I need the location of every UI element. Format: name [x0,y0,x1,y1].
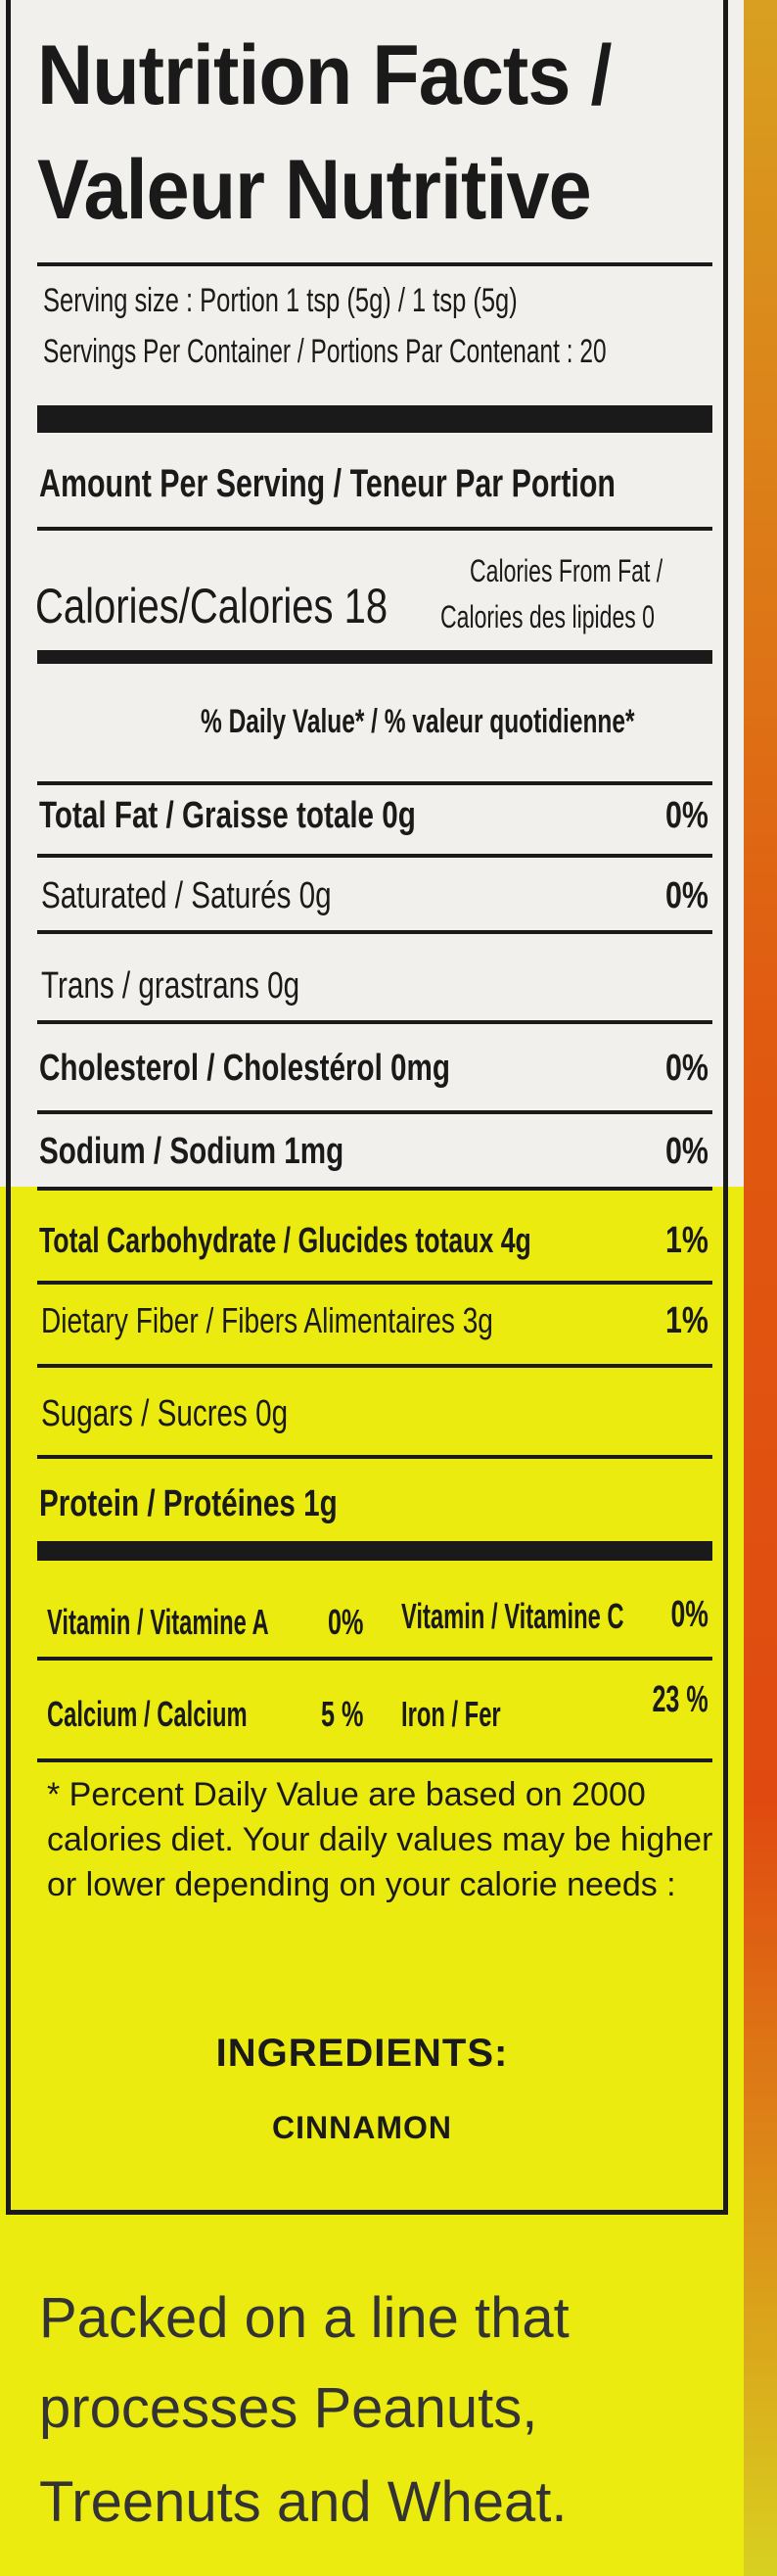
divider [37,1364,712,1368]
iron-pct: 23 % [652,1679,708,1720]
label-white-section [0,0,744,1187]
nutrient-total-fat-pct: 0% [665,795,708,836]
nutrient-total-fat: Total Fat / Graisse totale 0g [39,795,416,836]
vitamin-c-pct: 0% [670,1594,708,1635]
vitamin-a-label: Vitamin / Vitamine A [47,1602,269,1642]
servings-per-container: Servings Per Container / Portions Par Co… [43,333,607,370]
divider [37,854,712,858]
daily-value-footnote: * Percent Daily Value are based on 2000 … [47,1776,713,1903]
nutrient-total-carbohydrate: Total Carbohydrate / Glucides totaux 4g [39,1220,531,1260]
vitamin-c-label: Vitamin / Vitamine C [401,1596,624,1636]
divider [37,1110,712,1114]
divider [37,1657,712,1661]
nutrient-sugars: Sugars / Sucres 0g [41,1393,289,1434]
title-french: Valeur Nutritive [37,143,592,237]
thick-divider [37,650,712,664]
nutrient-protein: Protein / Protéines 1g [39,1483,338,1524]
divider [37,930,712,934]
nutrient-dietary-fiber-pct: 1% [665,1300,708,1341]
allergen-line-1: Packed on a line that [39,2286,570,2350]
title-english: Nutrition Facts / [37,28,612,122]
divider [37,1281,712,1285]
allergen-line-3: Treenuts and Wheat. [39,2470,568,2534]
calcium-pct: 5 % [321,1694,364,1734]
amount-per-serving: Amount Per Serving / Teneur Par Portion [39,462,616,505]
divider [37,1758,712,1762]
iron-label: Iron / Fer [401,1694,501,1734]
nutrient-saturated: Saturated / Saturés 0g [41,875,332,916]
calories-from-fat: Calories From Fat / [470,553,663,588]
nutrient-saturated-pct: 0% [665,875,708,916]
ingredients-title: INGREDIENTS: [215,2032,509,2075]
package-background [738,0,777,2576]
divider [37,1455,712,1459]
divider [37,262,712,266]
nutrient-dietary-fiber: Dietary Fiber / Fibers Alimentaires 3g [41,1300,493,1340]
nutrient-sodium-pct: 0% [665,1131,708,1172]
divider [37,527,712,531]
divider [37,1187,712,1191]
label-yellow-section [0,1187,744,2576]
vitamin-a-pct: 0% [328,1602,364,1642]
nutrition-facts-panel [6,0,728,2215]
nutrient-sodium: Sodium / Sodium 1mg [39,1131,344,1172]
calories: Calories/Calories 18 [35,579,388,633]
calories-from-fat-fr: Calories des lipides 0 [440,599,655,634]
thick-divider [37,405,712,433]
nutrient-total-carbohydrate-pct: 1% [665,1220,708,1261]
divider [37,1020,712,1024]
serving-size: Serving size : Portion 1 tsp (5g) / 1 ts… [43,282,518,319]
allergen-line-2: processes Peanuts, [39,2376,538,2440]
ingredients-list: CINNAMON [272,2110,452,2145]
nutrient-cholesterol: Cholesterol / Cholestérol 0mg [39,1048,450,1089]
divider [37,781,712,785]
calcium-label: Calcium / Calcium [47,1694,248,1734]
thick-divider [37,1541,712,1561]
nutrient-cholesterol-pct: 0% [665,1048,708,1089]
daily-value-header: % Daily Value* / % valeur quotidienne* [201,703,635,740]
nutrient-trans: Trans / grastrans 0g [41,965,300,1007]
